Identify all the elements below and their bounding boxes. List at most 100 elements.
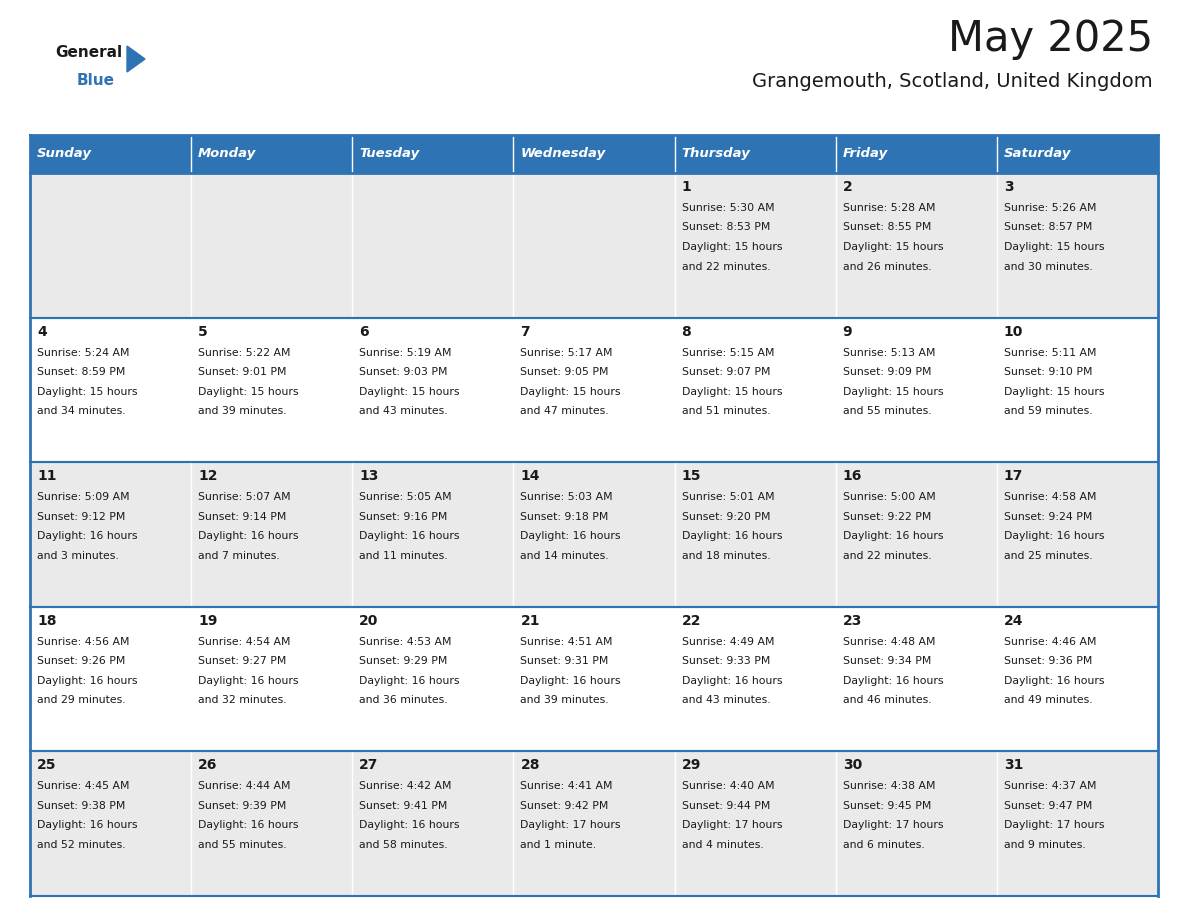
Text: and 46 minutes.: and 46 minutes. — [842, 695, 931, 705]
Text: and 3 minutes.: and 3 minutes. — [37, 551, 119, 561]
Text: Tuesday: Tuesday — [359, 148, 419, 161]
FancyBboxPatch shape — [191, 462, 353, 607]
Text: Sunrise: 5:17 AM: Sunrise: 5:17 AM — [520, 348, 613, 358]
FancyBboxPatch shape — [30, 607, 191, 752]
FancyBboxPatch shape — [191, 135, 353, 173]
Text: Daylight: 16 hours: Daylight: 16 hours — [359, 532, 460, 542]
Text: and 47 minutes.: and 47 minutes. — [520, 406, 609, 416]
Text: 20: 20 — [359, 614, 379, 628]
Text: Daylight: 17 hours: Daylight: 17 hours — [682, 821, 782, 831]
Text: and 52 minutes.: and 52 minutes. — [37, 840, 126, 850]
Text: Daylight: 16 hours: Daylight: 16 hours — [198, 821, 298, 831]
Text: Sunset: 8:55 PM: Sunset: 8:55 PM — [842, 222, 931, 232]
FancyBboxPatch shape — [675, 462, 835, 607]
Text: Daylight: 16 hours: Daylight: 16 hours — [37, 821, 138, 831]
Text: Sunset: 8:59 PM: Sunset: 8:59 PM — [37, 367, 126, 377]
Text: and 32 minutes.: and 32 minutes. — [198, 695, 286, 705]
Text: Daylight: 15 hours: Daylight: 15 hours — [842, 386, 943, 397]
FancyBboxPatch shape — [675, 135, 835, 173]
Text: Daylight: 15 hours: Daylight: 15 hours — [198, 386, 298, 397]
Text: Sunrise: 4:54 AM: Sunrise: 4:54 AM — [198, 637, 291, 647]
Text: Sunrise: 4:44 AM: Sunrise: 4:44 AM — [198, 781, 291, 791]
Text: Daylight: 16 hours: Daylight: 16 hours — [37, 532, 138, 542]
Text: General: General — [55, 45, 122, 60]
Text: 21: 21 — [520, 614, 539, 628]
Text: Sunrise: 5:28 AM: Sunrise: 5:28 AM — [842, 203, 935, 213]
Text: Daylight: 16 hours: Daylight: 16 hours — [198, 532, 298, 542]
Text: Sunset: 9:36 PM: Sunset: 9:36 PM — [1004, 656, 1092, 666]
Text: Sunset: 8:53 PM: Sunset: 8:53 PM — [682, 222, 770, 232]
Text: Sunset: 9:29 PM: Sunset: 9:29 PM — [359, 656, 448, 666]
Text: Sunset: 9:09 PM: Sunset: 9:09 PM — [842, 367, 931, 377]
Text: Sunrise: 5:11 AM: Sunrise: 5:11 AM — [1004, 348, 1097, 358]
Text: 2: 2 — [842, 180, 853, 194]
Text: Daylight: 16 hours: Daylight: 16 hours — [842, 676, 943, 686]
Text: 10: 10 — [1004, 325, 1023, 339]
Text: and 55 minutes.: and 55 minutes. — [842, 406, 931, 416]
FancyBboxPatch shape — [353, 135, 513, 173]
Text: and 59 minutes.: and 59 minutes. — [1004, 406, 1093, 416]
FancyBboxPatch shape — [997, 318, 1158, 462]
Text: Daylight: 16 hours: Daylight: 16 hours — [359, 676, 460, 686]
Text: 15: 15 — [682, 469, 701, 483]
FancyBboxPatch shape — [835, 462, 997, 607]
FancyBboxPatch shape — [353, 752, 513, 896]
Text: Sunrise: 4:46 AM: Sunrise: 4:46 AM — [1004, 637, 1097, 647]
Text: and 39 minutes.: and 39 minutes. — [198, 406, 286, 416]
Text: Sunrise: 5:15 AM: Sunrise: 5:15 AM — [682, 348, 775, 358]
Text: Daylight: 17 hours: Daylight: 17 hours — [520, 821, 621, 831]
Text: Sunrise: 4:45 AM: Sunrise: 4:45 AM — [37, 781, 129, 791]
Text: and 1 minute.: and 1 minute. — [520, 840, 596, 850]
Text: Daylight: 16 hours: Daylight: 16 hours — [520, 532, 621, 542]
Text: 28: 28 — [520, 758, 539, 772]
Text: and 43 minutes.: and 43 minutes. — [682, 695, 770, 705]
Text: Sunset: 9:14 PM: Sunset: 9:14 PM — [198, 511, 286, 521]
Text: 24: 24 — [1004, 614, 1023, 628]
Text: 30: 30 — [842, 758, 862, 772]
Text: Sunrise: 5:01 AM: Sunrise: 5:01 AM — [682, 492, 775, 502]
Text: Wednesday: Wednesday — [520, 148, 606, 161]
Text: Sunset: 9:10 PM: Sunset: 9:10 PM — [1004, 367, 1092, 377]
Text: Sunset: 9:22 PM: Sunset: 9:22 PM — [842, 511, 931, 521]
Text: Sunrise: 5:22 AM: Sunrise: 5:22 AM — [198, 348, 291, 358]
Text: and 51 minutes.: and 51 minutes. — [682, 406, 770, 416]
Text: Sunset: 8:57 PM: Sunset: 8:57 PM — [1004, 222, 1092, 232]
Text: and 26 minutes.: and 26 minutes. — [842, 262, 931, 272]
FancyBboxPatch shape — [835, 607, 997, 752]
Text: 3: 3 — [1004, 180, 1013, 194]
Text: Daylight: 15 hours: Daylight: 15 hours — [842, 242, 943, 252]
Text: Sunrise: 5:24 AM: Sunrise: 5:24 AM — [37, 348, 129, 358]
Text: Sunset: 9:39 PM: Sunset: 9:39 PM — [198, 800, 286, 811]
FancyBboxPatch shape — [997, 752, 1158, 896]
Text: Sunset: 9:05 PM: Sunset: 9:05 PM — [520, 367, 609, 377]
Text: 13: 13 — [359, 469, 379, 483]
Text: Daylight: 15 hours: Daylight: 15 hours — [682, 386, 782, 397]
Text: Sunset: 9:42 PM: Sunset: 9:42 PM — [520, 800, 608, 811]
FancyBboxPatch shape — [191, 173, 353, 318]
Text: Daylight: 16 hours: Daylight: 16 hours — [842, 532, 943, 542]
Text: Sunset: 9:34 PM: Sunset: 9:34 PM — [842, 656, 931, 666]
Text: Sunrise: 5:30 AM: Sunrise: 5:30 AM — [682, 203, 775, 213]
Text: and 34 minutes.: and 34 minutes. — [37, 406, 126, 416]
FancyBboxPatch shape — [835, 173, 997, 318]
Text: Sunrise: 4:56 AM: Sunrise: 4:56 AM — [37, 637, 129, 647]
Text: and 30 minutes.: and 30 minutes. — [1004, 262, 1093, 272]
Text: 6: 6 — [359, 325, 369, 339]
Text: Thursday: Thursday — [682, 148, 751, 161]
Text: Sunrise: 5:00 AM: Sunrise: 5:00 AM — [842, 492, 935, 502]
Text: May 2025: May 2025 — [948, 18, 1154, 60]
Text: Sunrise: 4:42 AM: Sunrise: 4:42 AM — [359, 781, 451, 791]
FancyBboxPatch shape — [353, 173, 513, 318]
Text: Daylight: 16 hours: Daylight: 16 hours — [1004, 676, 1105, 686]
FancyBboxPatch shape — [191, 318, 353, 462]
FancyBboxPatch shape — [513, 173, 675, 318]
Text: 12: 12 — [198, 469, 217, 483]
Text: and 11 minutes.: and 11 minutes. — [359, 551, 448, 561]
Text: and 39 minutes.: and 39 minutes. — [520, 695, 609, 705]
Text: 11: 11 — [37, 469, 57, 483]
Text: and 25 minutes.: and 25 minutes. — [1004, 551, 1093, 561]
Text: Grangemouth, Scotland, United Kingdom: Grangemouth, Scotland, United Kingdom — [752, 72, 1154, 91]
FancyBboxPatch shape — [835, 752, 997, 896]
Text: 26: 26 — [198, 758, 217, 772]
FancyBboxPatch shape — [675, 173, 835, 318]
